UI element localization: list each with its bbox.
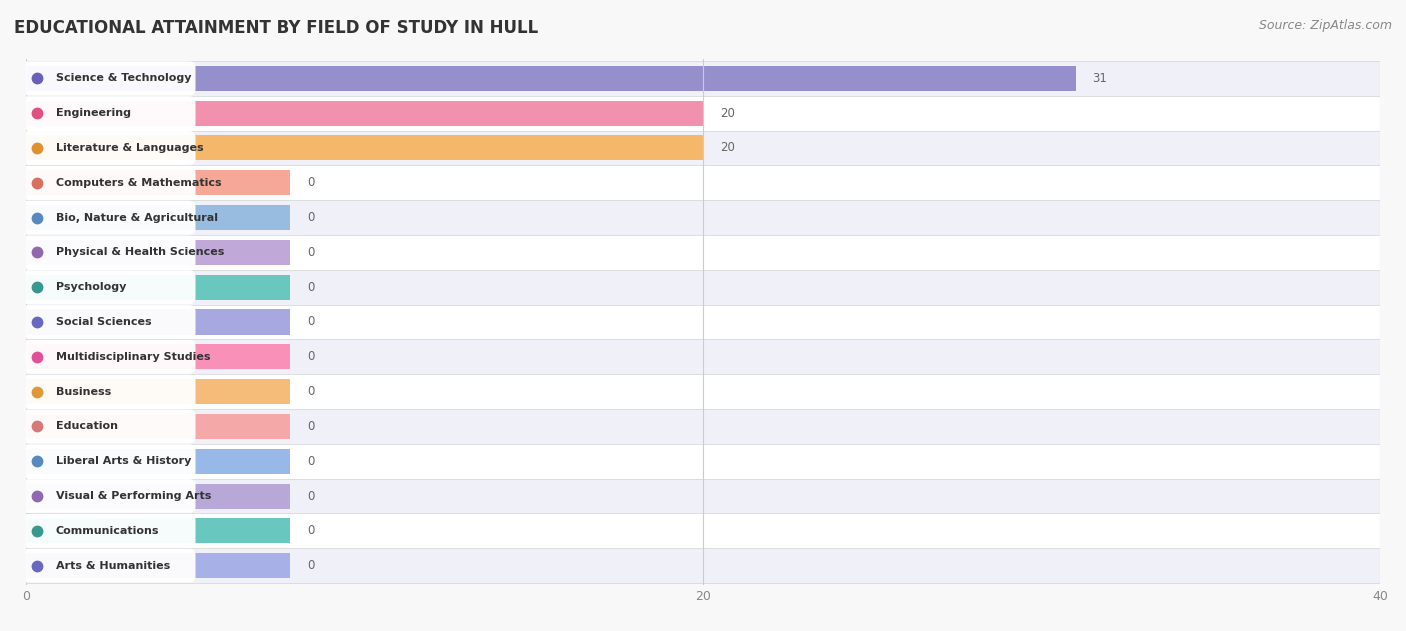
Text: Science & Technology: Science & Technology [56,73,191,83]
Text: 0: 0 [307,385,315,398]
Bar [27,345,290,369]
Text: EDUCATIONAL ATTAINMENT BY FIELD OF STUDY IN HULL: EDUCATIONAL ATTAINMENT BY FIELD OF STUDY… [14,19,538,37]
Text: 0: 0 [307,559,315,572]
Text: Arts & Humanities: Arts & Humanities [56,561,170,570]
FancyBboxPatch shape [27,200,1381,235]
FancyBboxPatch shape [27,305,1381,339]
FancyBboxPatch shape [27,374,1381,409]
Bar [27,449,290,474]
FancyBboxPatch shape [27,444,1381,479]
FancyBboxPatch shape [27,339,1381,374]
Text: 0: 0 [307,176,315,189]
Text: 0: 0 [307,211,315,224]
Text: 0: 0 [307,281,315,293]
Bar [27,483,290,509]
Bar [27,170,290,195]
Text: Psychology: Psychology [56,282,127,292]
Text: 0: 0 [307,455,315,468]
Text: Multidisciplinary Studies: Multidisciplinary Studies [56,352,211,362]
Bar [27,274,290,300]
Text: Communications: Communications [56,526,159,536]
Bar [27,240,290,265]
FancyBboxPatch shape [21,375,195,408]
FancyBboxPatch shape [27,548,1381,583]
Text: 20: 20 [720,107,735,120]
FancyBboxPatch shape [21,444,195,478]
Text: 0: 0 [307,524,315,538]
FancyBboxPatch shape [27,270,1381,305]
Text: 31: 31 [1092,72,1108,85]
FancyBboxPatch shape [21,166,195,199]
Text: Bio, Nature & Agricultural: Bio, Nature & Agricultural [56,213,218,223]
FancyBboxPatch shape [21,270,195,304]
FancyBboxPatch shape [27,514,1381,548]
Text: Liberal Arts & History: Liberal Arts & History [56,456,191,466]
FancyBboxPatch shape [21,235,195,269]
Bar [27,379,290,404]
FancyBboxPatch shape [27,165,1381,200]
Bar [27,518,290,543]
FancyBboxPatch shape [21,305,195,339]
Text: Social Sciences: Social Sciences [56,317,152,327]
FancyBboxPatch shape [21,410,195,444]
FancyBboxPatch shape [21,96,195,130]
Text: Education: Education [56,422,118,432]
FancyBboxPatch shape [27,479,1381,514]
Text: 0: 0 [307,316,315,329]
FancyBboxPatch shape [21,201,195,235]
Bar [27,414,290,439]
Bar [27,100,703,126]
Text: Computers & Mathematics: Computers & Mathematics [56,178,222,188]
Text: Literature & Languages: Literature & Languages [56,143,204,153]
FancyBboxPatch shape [27,61,1381,96]
Text: 0: 0 [307,490,315,502]
FancyBboxPatch shape [27,131,1381,165]
FancyBboxPatch shape [21,479,195,513]
Bar [27,553,290,578]
Text: Physical & Health Sciences: Physical & Health Sciences [56,247,224,257]
FancyBboxPatch shape [27,96,1381,131]
FancyBboxPatch shape [21,514,195,548]
FancyBboxPatch shape [21,61,195,95]
Text: 0: 0 [307,350,315,363]
Text: 0: 0 [307,420,315,433]
Text: Engineering: Engineering [56,108,131,118]
Text: 20: 20 [720,141,735,155]
FancyBboxPatch shape [21,340,195,374]
Bar [27,66,1076,91]
Text: Visual & Performing Arts: Visual & Performing Arts [56,491,211,501]
Text: Source: ZipAtlas.com: Source: ZipAtlas.com [1258,19,1392,32]
Text: Business: Business [56,387,111,397]
FancyBboxPatch shape [27,235,1381,270]
FancyBboxPatch shape [27,409,1381,444]
Bar [27,205,290,230]
Text: 0: 0 [307,246,315,259]
Bar [27,136,703,160]
Bar [27,309,290,334]
FancyBboxPatch shape [21,549,195,582]
FancyBboxPatch shape [21,131,195,165]
